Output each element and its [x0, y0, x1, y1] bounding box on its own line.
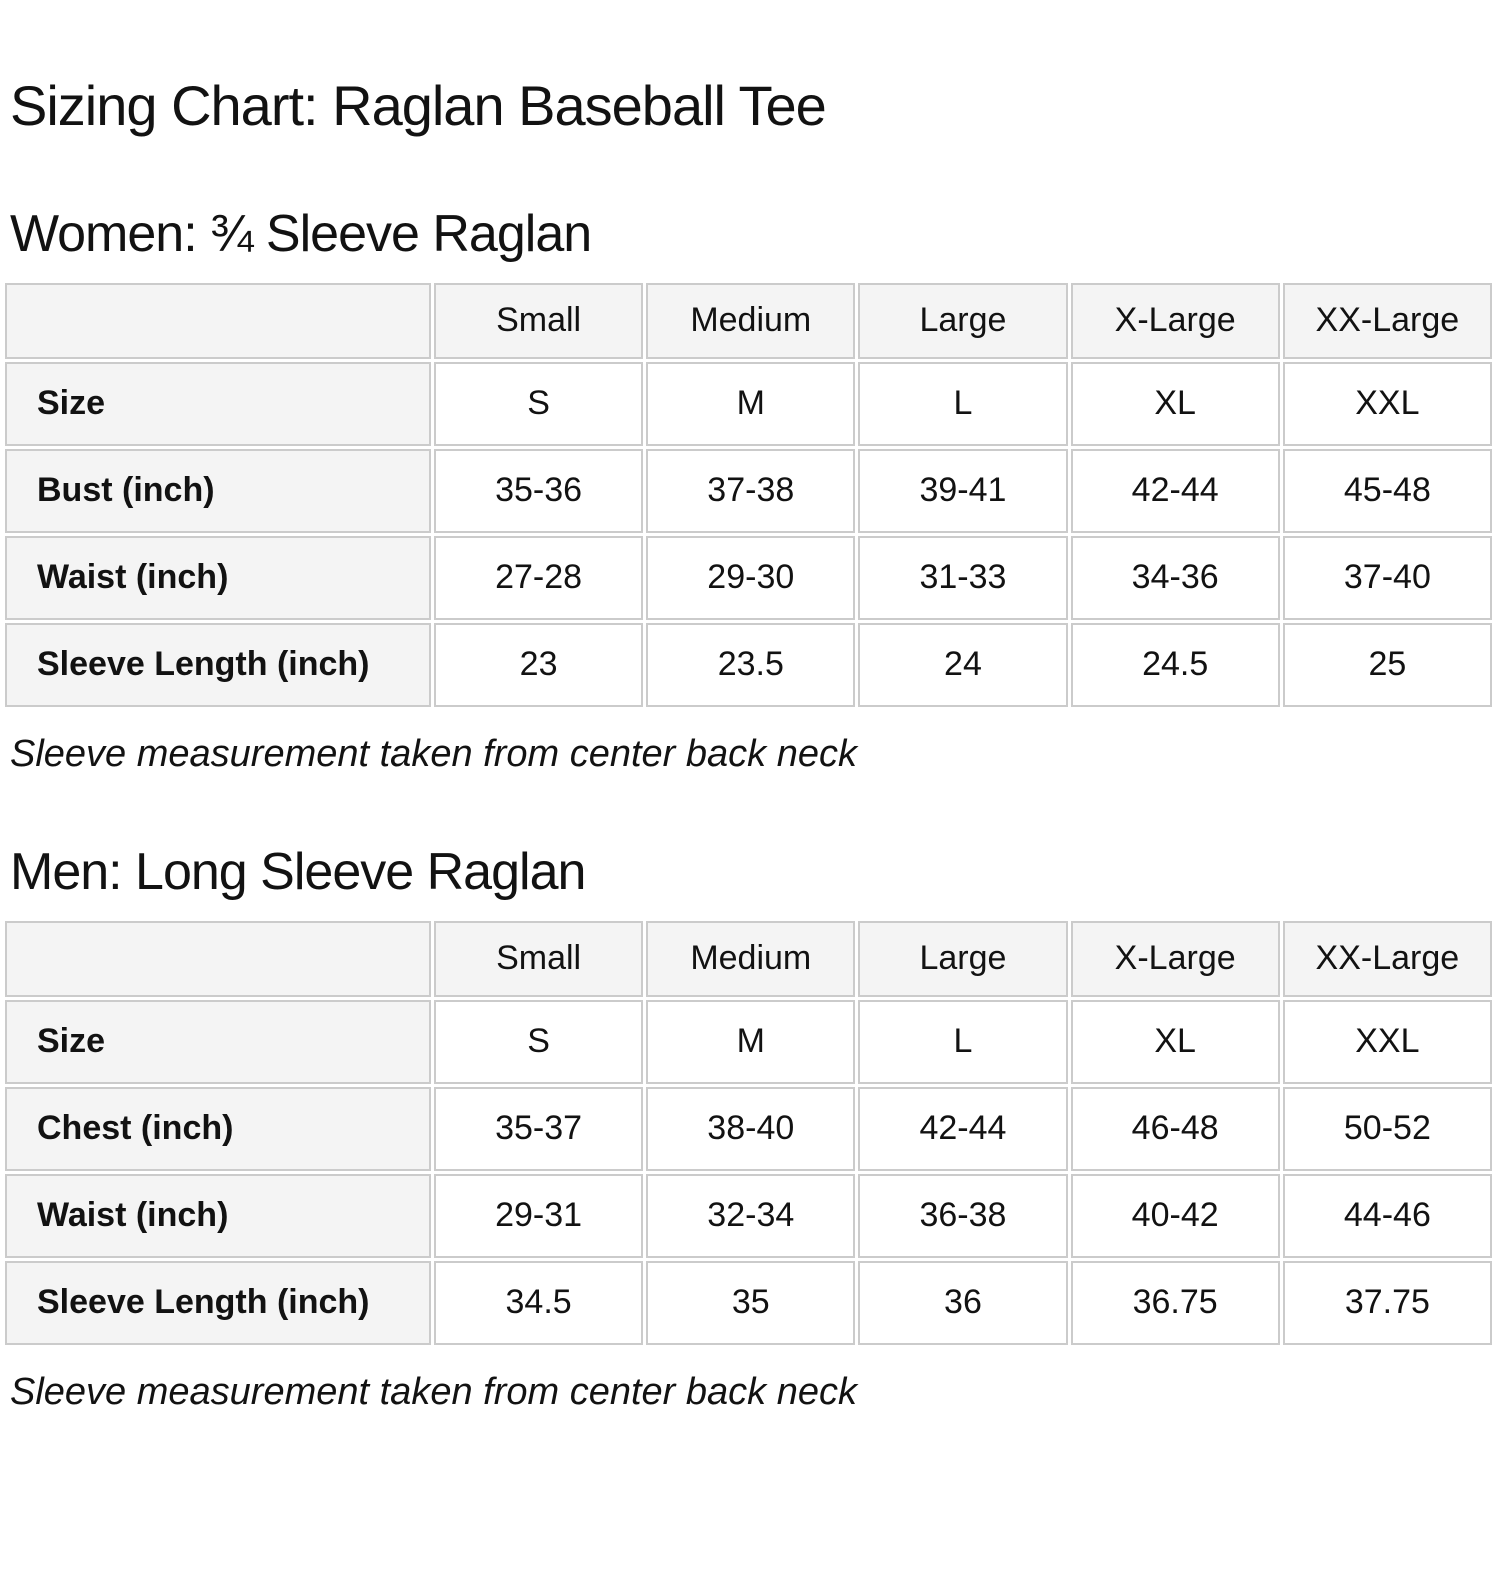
value-cell: 35-37 [434, 1086, 644, 1171]
women-table-header: Small Medium Large X-Large XX-Large [5, 282, 1492, 359]
corner-header-cell [5, 282, 431, 359]
men-section-heading: Men: Long Sleeve Raglan [10, 843, 586, 902]
measurement-row: Chest (inch) 35-37 38-40 42-44 46-48 50-52 [5, 1086, 1492, 1171]
column-header-cell: Large [858, 920, 1068, 997]
row-label-cell: Waist (inch) [5, 535, 431, 620]
value-cell: 24 [858, 622, 1068, 707]
row-label-cell: Sleeve Length (inch) [5, 622, 431, 707]
measurement-row: Size S M L XL XXL [5, 361, 1492, 446]
column-header-cell: Medium [646, 282, 856, 359]
value-cell: L [858, 361, 1068, 446]
measurement-row: Sleeve Length (inch) 23 23.5 24 24.5 25 [5, 622, 1492, 707]
value-cell: 32-34 [646, 1173, 856, 1258]
sizing-chart-page: Sizing Chart: Raglan Baseball Tee Women:… [0, 72, 1497, 1415]
value-cell: M [646, 361, 856, 446]
men-table-header: Small Medium Large X-Large XX-Large [5, 920, 1492, 997]
value-cell: 23.5 [646, 622, 856, 707]
women-section-heading: Women: ¾ Sleeve Raglan [10, 205, 592, 264]
column-header-cell: Medium [646, 920, 856, 997]
value-cell: 24.5 [1070, 622, 1280, 707]
row-label-cell: Chest (inch) [5, 1086, 431, 1171]
row-label-cell: Bust (inch) [5, 448, 431, 533]
column-header-row: Small Medium Large X-Large XX-Large [5, 920, 1492, 997]
value-cell: S [434, 999, 644, 1084]
value-cell: 50-52 [1282, 1086, 1492, 1171]
page-title: Sizing Chart: Raglan Baseball Tee [10, 74, 827, 137]
value-cell: 38-40 [646, 1086, 856, 1171]
measurement-row: Size S M L XL XXL [5, 999, 1492, 1084]
men-sizing-table: Small Medium Large X-Large XX-Large Size S M L X… [2, 918, 1495, 1348]
column-header-cell: XX-Large [1282, 920, 1492, 997]
column-header-row: Small Medium Large X-Large XX-Large [5, 282, 1492, 359]
row-label-cell: Waist (inch) [5, 1173, 431, 1258]
value-cell: 44-46 [1282, 1173, 1492, 1258]
women-table-note: Sleeve measurement taken from center bac… [10, 732, 857, 775]
men-table-note: Sleeve measurement taken from center bac… [10, 1370, 857, 1413]
value-cell: 34-36 [1070, 535, 1280, 620]
value-cell: 45-48 [1282, 448, 1492, 533]
value-cell: XL [1070, 999, 1280, 1084]
value-cell: 39-41 [858, 448, 1068, 533]
value-cell: L [858, 999, 1068, 1084]
value-cell: S [434, 361, 644, 446]
value-cell: M [646, 999, 856, 1084]
value-cell: XL [1070, 361, 1280, 446]
value-cell: 35 [646, 1260, 856, 1345]
value-cell: 31-33 [858, 535, 1068, 620]
column-header-cell: X-Large [1070, 282, 1280, 359]
value-cell: 27-28 [434, 535, 644, 620]
column-header-cell: X-Large [1070, 920, 1280, 997]
value-cell: 37-38 [646, 448, 856, 533]
value-cell: 37.75 [1282, 1260, 1492, 1345]
value-cell: 36 [858, 1260, 1068, 1345]
value-cell: 36-38 [858, 1173, 1068, 1258]
corner-header-cell [5, 920, 431, 997]
value-cell: XXL [1282, 361, 1492, 446]
column-header-cell: Small [434, 920, 644, 997]
value-cell: 42-44 [858, 1086, 1068, 1171]
value-cell: 46-48 [1070, 1086, 1280, 1171]
value-cell: 35-36 [434, 448, 644, 533]
row-label-cell: Size [5, 361, 431, 446]
value-cell: 36.75 [1070, 1260, 1280, 1345]
row-label-cell: Sleeve Length (inch) [5, 1260, 431, 1345]
women-table-body: Size S M L XL XXL Bust (inch) 35-36 37-38 39-41 42… [5, 361, 1492, 707]
value-cell: 29-31 [434, 1173, 644, 1258]
column-header-cell: Small [434, 282, 644, 359]
value-cell: 40-42 [1070, 1173, 1280, 1258]
value-cell: 42-44 [1070, 448, 1280, 533]
value-cell: 25 [1282, 622, 1492, 707]
value-cell: 29-30 [646, 535, 856, 620]
value-cell: 37-40 [1282, 535, 1492, 620]
measurement-row: Sleeve Length (inch) 34.5 35 36 36.75 37.75 [5, 1260, 1492, 1345]
value-cell: 23 [434, 622, 644, 707]
value-cell: 34.5 [434, 1260, 644, 1345]
column-header-cell: XX-Large [1282, 282, 1492, 359]
column-header-cell: Large [858, 282, 1068, 359]
value-cell: XXL [1282, 999, 1492, 1084]
measurement-row: Waist (inch) 27-28 29-30 31-33 34-36 37-40 [5, 535, 1492, 620]
row-label-cell: Size [5, 999, 431, 1084]
measurement-row: Bust (inch) 35-36 37-38 39-41 42-44 45-48 [5, 448, 1492, 533]
men-table-body: Size S M L XL XXL Chest (inch) 35-37 38-40 42-44 4… [5, 999, 1492, 1345]
women-sizing-table: Small Medium Large X-Large XX-Large Size S M L X… [2, 280, 1495, 710]
measurement-row: Waist (inch) 29-31 32-34 36-38 40-42 44-46 [5, 1173, 1492, 1258]
